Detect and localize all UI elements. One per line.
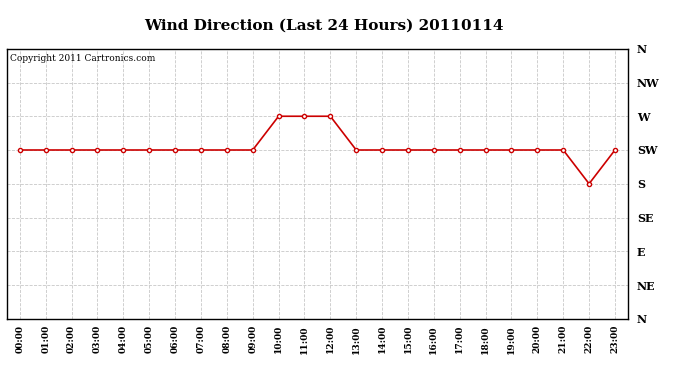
Text: Copyright 2011 Cartronics.com: Copyright 2011 Cartronics.com	[10, 54, 155, 63]
Text: Wind Direction (Last 24 Hours) 20110114: Wind Direction (Last 24 Hours) 20110114	[144, 19, 504, 33]
